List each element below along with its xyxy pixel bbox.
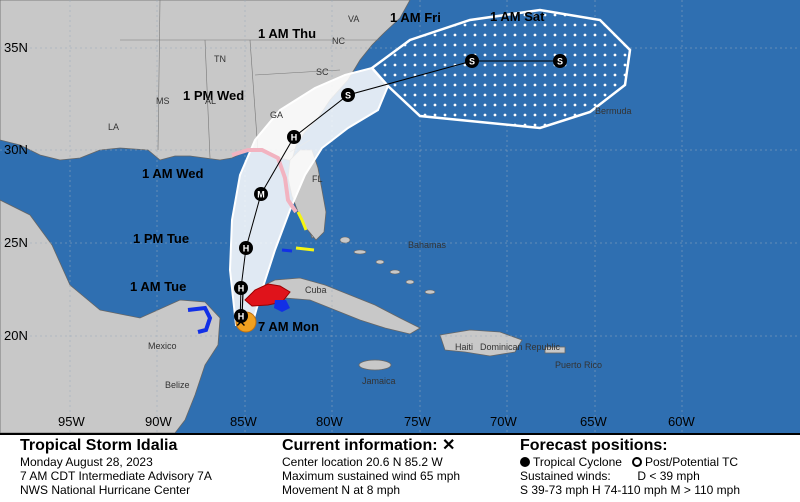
lat-label: 35N [4, 40, 28, 55]
forecast-point-circle [341, 88, 355, 102]
forecast-point-type: M [257, 190, 265, 200]
lon-label: 65W [580, 414, 607, 429]
lon-label: 90W [145, 414, 172, 429]
filled-circle-icon [520, 457, 530, 467]
country-label: Bermuda [595, 106, 632, 116]
lat-label: 20N [4, 328, 28, 343]
forecast-time-label: 1 AM Tue [130, 279, 186, 294]
country-label: Cuba [305, 285, 327, 295]
lon-label: 75W [404, 414, 431, 429]
forecast-point-type: H [238, 284, 245, 294]
issuing-center: NWS National Hurricane Center [20, 483, 191, 497]
forecast-point-circle [239, 241, 253, 255]
center-location: Center location 20.6 N 85.2 W [282, 455, 443, 469]
forecast-points: ✕ 7 AM Mon H H 1 AM Tue H 1 PM Tue M 1 AM Wed H 1 … [130, 9, 567, 334]
forecast-time-label: 1 AM Sat [490, 9, 545, 24]
max-wind: Maximum sustained wind 65 mph [282, 469, 461, 483]
state-label: MS [156, 96, 170, 106]
state-label: SC [316, 67, 329, 77]
forecast-time-label: 1 AM Wed [142, 166, 203, 181]
forecast-time-label: 1 AM Thu [258, 26, 316, 41]
ts-warning-yucatan [187, 305, 213, 334]
movement: Movement N at 8 mph [282, 483, 401, 497]
state-label: FL [312, 174, 323, 184]
lat-labels: 35N 30N 25N 20N [4, 40, 28, 343]
mexico-land [0, 199, 221, 433]
state-label: NC [332, 36, 345, 46]
forecast-point-type: H [291, 133, 298, 143]
lat-label: 30N [4, 142, 28, 157]
forecast-point-type: H [243, 244, 250, 254]
forecast-info: Forecast positions: Tropical Cyclone Pos… [520, 437, 740, 497]
hurricane-watch-area [231, 148, 298, 214]
state-lines [120, 0, 380, 159]
ts-warning-keys [281, 248, 293, 253]
sustained-winds-row: Sustained winds: D < 39 mph [520, 469, 740, 483]
cuba-land [249, 277, 421, 335]
wind-classes: S 39-73 mph H 74-110 mph M > 110 mph [520, 483, 741, 497]
forecast-point-circle [553, 54, 567, 68]
forecast-time-label: 1 PM Tue [133, 231, 189, 246]
open-circle-icon [631, 457, 642, 467]
forecast-cone-days-4-5 [370, 8, 632, 130]
country-label: Belize [165, 380, 190, 390]
forecast-key: Tropical Cyclone Post/Potential TC [520, 455, 740, 469]
lon-label: 85W [230, 414, 257, 429]
country-labels: Mexico Belize Cuba Bahamas Haiti Dominic… [148, 106, 632, 390]
forecast-point-type: H [238, 312, 245, 322]
state-labels: VA NC SC TN MS AL GA LA FL [108, 14, 359, 184]
country-label: Bahamas [408, 240, 447, 250]
forecast-time-label: 1 AM Fri [390, 10, 441, 25]
storm-name: Tropical Storm Idalia [20, 437, 178, 454]
state-label: TN [214, 54, 226, 64]
country-label: Puerto Rico [555, 360, 602, 370]
advisory-number: 7 AM CDT Intermediate Advisory 7A [20, 469, 212, 483]
ts-watch-keys [295, 246, 315, 252]
forecast-point-circle [465, 54, 479, 68]
advisory-date: Monday August 28, 2023 [20, 455, 153, 469]
hispaniola-land [439, 329, 523, 357]
d-label: D < 39 mph [637, 469, 700, 483]
post-tc-label: Post/Potential TC [644, 455, 739, 469]
state-label: VA [348, 14, 359, 24]
state-label: LA [108, 122, 119, 132]
state-label: GA [270, 110, 283, 120]
country-label: Haiti [455, 342, 473, 352]
forecast-time-label: 7 AM Mon [258, 319, 319, 334]
state-label: AL [205, 96, 216, 106]
jamaica-land [358, 359, 392, 371]
forecast-point-circle [234, 309, 248, 323]
current-position-marker: ✕ [235, 315, 247, 331]
forecast-point-circle [287, 130, 301, 144]
forecast-point-type: S [557, 57, 563, 67]
country-label: Mexico [148, 341, 177, 351]
forecast-time-label: 1 PM Wed [183, 88, 244, 103]
puerto-rico-land [544, 346, 566, 354]
forecast-point-circle [234, 281, 248, 295]
lon-label: 95W [58, 414, 85, 429]
lon-label: 80W [316, 414, 343, 429]
country-label: Dominican Republic [480, 342, 561, 352]
tropical-cyclone-label: Tropical Cyclone [533, 455, 622, 469]
lon-label: 70W [490, 414, 517, 429]
sustained-winds-label: Sustained winds: [520, 469, 611, 483]
forecast-point-type: S [345, 91, 351, 101]
forecast-point-circle [254, 187, 268, 201]
ts-watch-florida [296, 211, 308, 231]
current-info-title: Current information: ✕ [282, 437, 456, 454]
forecast-map: ✕ 7 AM Mon H H 1 AM Tue H 1 PM Tue M 1 AM Wed H 1 … [0, 0, 800, 433]
country-label: Jamaica [362, 376, 396, 386]
lon-labels: 95W 90W 85W 80W 75W 70W 65W 60W [58, 414, 695, 429]
forecast-title: Forecast positions: [520, 437, 668, 454]
current-info: Current information: ✕ Center location 2… [282, 437, 460, 497]
lat-label: 25N [4, 235, 28, 250]
bahamas-islands [339, 236, 436, 295]
lon-label: 60W [668, 414, 695, 429]
legend-panel: Tropical Storm Idalia Monday August 28, … [0, 433, 800, 502]
storm-info: Tropical Storm Idalia Monday August 28, … [20, 437, 212, 497]
ts-warning-cuba [274, 300, 290, 312]
forecast-point-type: S [469, 57, 475, 67]
